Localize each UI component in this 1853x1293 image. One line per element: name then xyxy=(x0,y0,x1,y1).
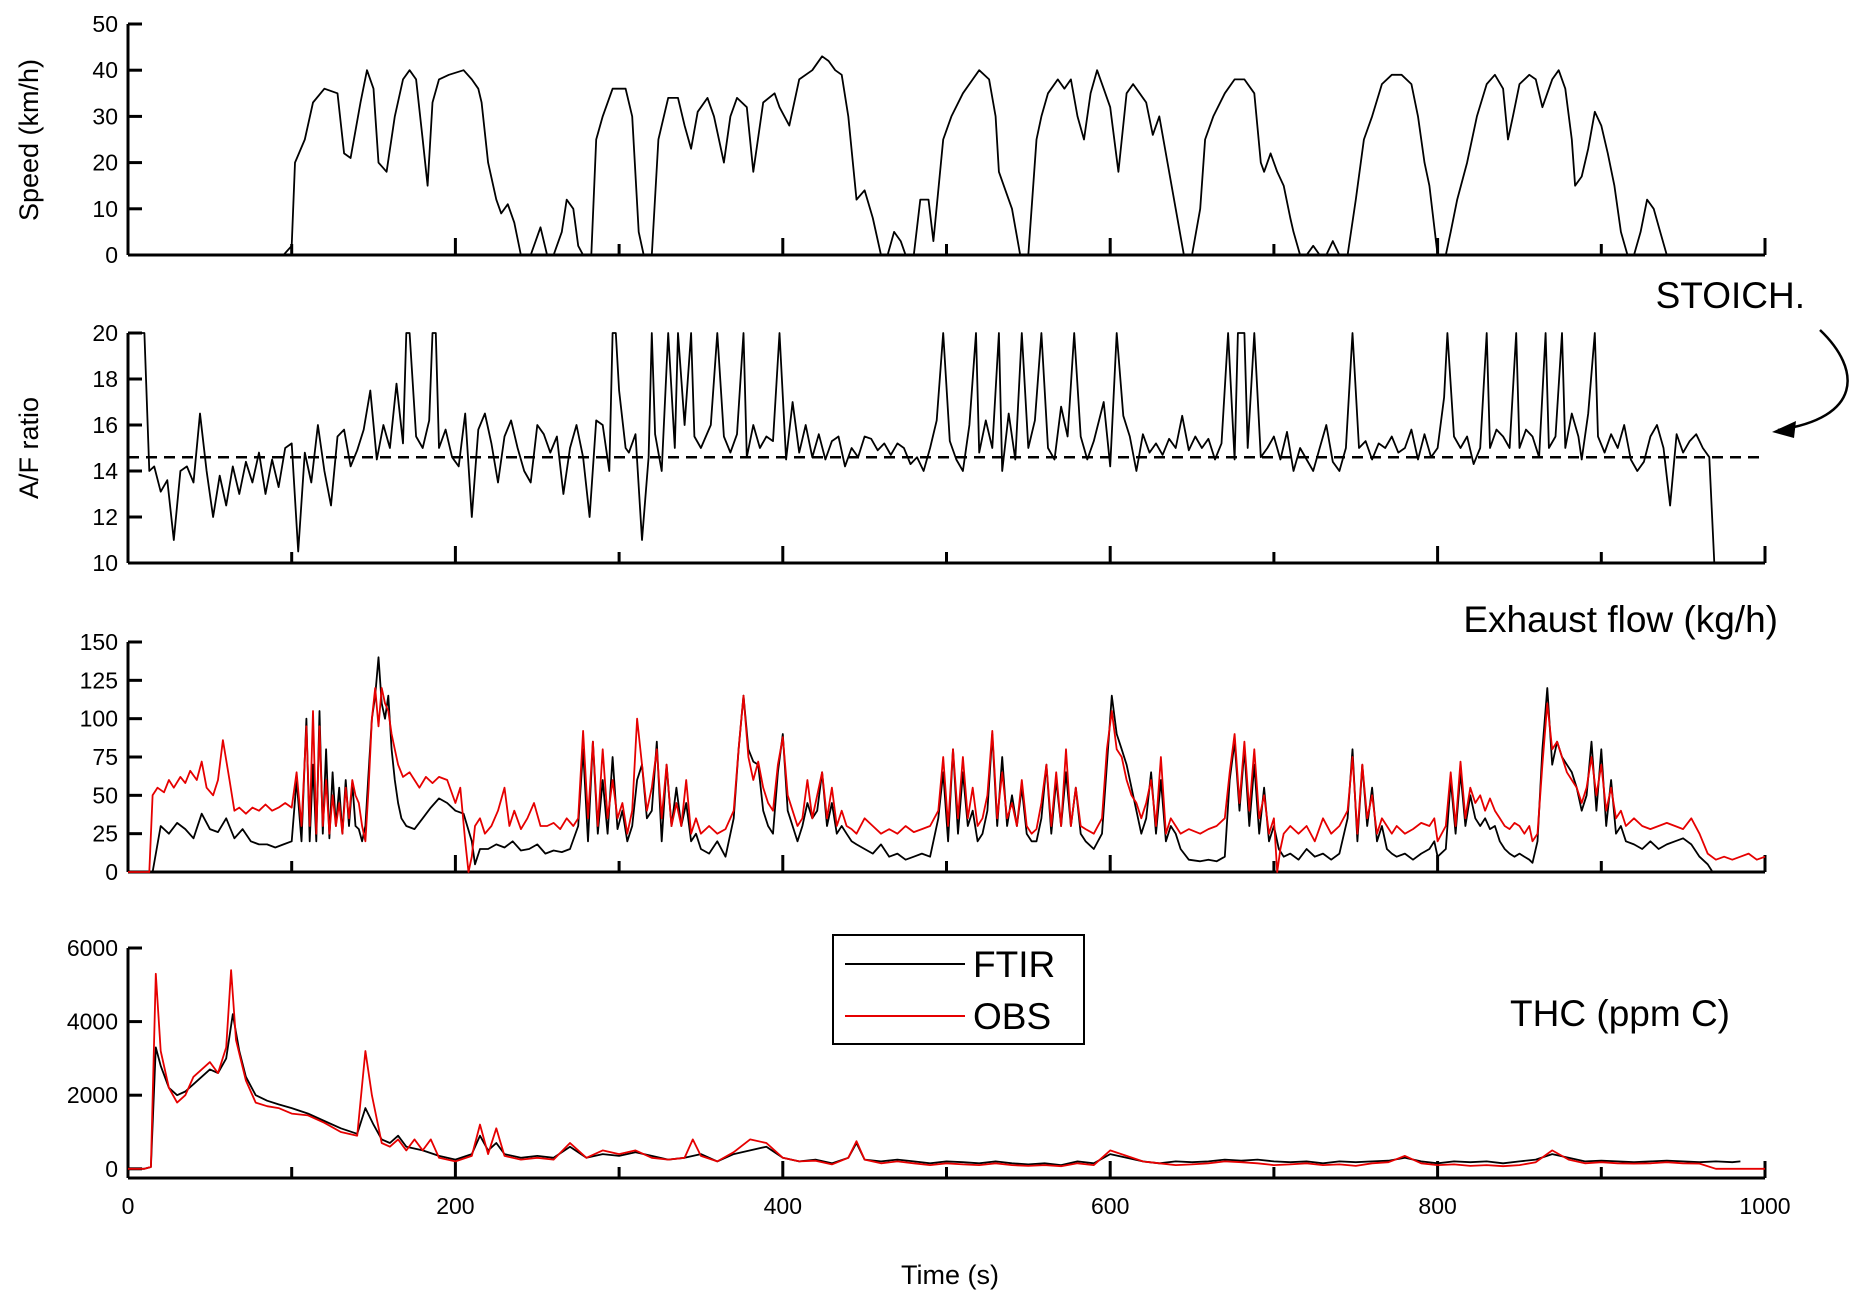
af-series-trace xyxy=(128,332,1716,564)
exhaust-y-tick-label: 0 xyxy=(105,859,118,885)
speed-series-trace xyxy=(128,55,1765,256)
legend-label-ftir: FTIR xyxy=(973,944,1055,985)
thc-y-tick-label: 6000 xyxy=(67,935,118,961)
speed-x-ticks xyxy=(126,238,1767,257)
exhaust-y-tick-label: 125 xyxy=(80,667,118,693)
speed-y-tick-label: 0 xyxy=(105,242,118,268)
speed-y-tick-label: 40 xyxy=(92,57,118,83)
af-y-tick-label: 16 xyxy=(92,412,118,438)
af-y-tick-label: 14 xyxy=(92,458,118,484)
thc-y-tick-label: 2000 xyxy=(67,1082,118,1108)
thc-x-ticks: 0 200 400 600 800 1000 xyxy=(122,1161,1791,1219)
thc-series xyxy=(128,969,1765,1170)
stoich-annotation: STOICH. xyxy=(1656,275,1805,316)
exhaust-y-tick-label: 50 xyxy=(92,782,118,808)
x-tick-label: 600 xyxy=(1091,1193,1129,1219)
speed-y-tick-label: 20 xyxy=(92,150,118,176)
x-tick-label: 0 xyxy=(122,1193,135,1219)
af-series xyxy=(128,332,1716,564)
af-y-tick-label: 18 xyxy=(92,366,118,392)
af-y-axis: 10 12 14 16 18 20 xyxy=(92,320,142,576)
thc-series-ftir xyxy=(128,1013,1741,1170)
thc-series-obs xyxy=(128,969,1765,1170)
af-y-tick-label: 12 xyxy=(92,504,118,530)
af-ylabel: A/F ratio xyxy=(14,397,44,499)
exhaust-y-tick-label: 100 xyxy=(80,706,118,732)
legend: FTIR OBS xyxy=(832,934,1085,1045)
af-x-ticks xyxy=(126,546,1767,565)
exhaust-y-tick-label: 25 xyxy=(92,821,118,847)
stoich-arrow xyxy=(1777,329,1849,432)
thc-title: THC (ppm C) xyxy=(1510,993,1730,1034)
x-tick-label: 1000 xyxy=(1739,1193,1790,1219)
exhaust-y-axis: 0 25 50 75 100 125 150 xyxy=(80,629,142,885)
exhaust-y-tick-label: 150 xyxy=(80,629,118,655)
exhaust-x-ticks xyxy=(126,855,1767,874)
speed-panel: 0 10 20 30 40 50 Speed (km/h) xyxy=(14,11,1767,268)
legend-label-obs: OBS xyxy=(973,996,1051,1037)
thc-y-tick-label: 4000 xyxy=(67,1009,118,1035)
speed-series xyxy=(128,55,1765,256)
exhaust-title: Exhaust flow (kg/h) xyxy=(1463,599,1778,640)
thc-y-axis: 0 2000 4000 6000 xyxy=(67,935,142,1182)
x-axis-title: Time (s) xyxy=(901,1260,999,1290)
af-ratio-panel: 10 12 14 16 18 20 A/F ratio STOICH. xyxy=(14,275,1849,576)
speed-ylabel: Speed (km/h) xyxy=(14,59,44,221)
thc-y-tick-label: 0 xyxy=(105,1156,118,1182)
af-y-tick-label: 20 xyxy=(92,320,118,346)
speed-y-tick-label: 30 xyxy=(92,103,118,129)
thc-panel: 0 2000 4000 6000 0 200 400 600 800 1000 THC (ppm… xyxy=(67,935,1791,1290)
exhaust-series xyxy=(128,656,1766,873)
x-tick-label: 200 xyxy=(436,1193,474,1219)
speed-y-tick-label: 10 xyxy=(92,196,118,222)
stoich-arrowhead xyxy=(1772,421,1796,438)
legend-box xyxy=(832,934,1085,1045)
exhaust-y-tick-label: 75 xyxy=(92,744,118,770)
speed-y-axis: 0 10 20 30 40 50 xyxy=(92,11,142,268)
af-y-tick-label: 10 xyxy=(92,550,118,576)
x-tick-label: 800 xyxy=(1418,1193,1456,1219)
exhaust-flow-panel: 0 25 50 75 100 125 150 Exhaust flow (kg/h) xyxy=(80,599,1778,885)
speed-y-tick-label: 50 xyxy=(92,11,118,37)
exhaust-series-obs xyxy=(128,687,1766,873)
x-tick-label: 400 xyxy=(764,1193,802,1219)
